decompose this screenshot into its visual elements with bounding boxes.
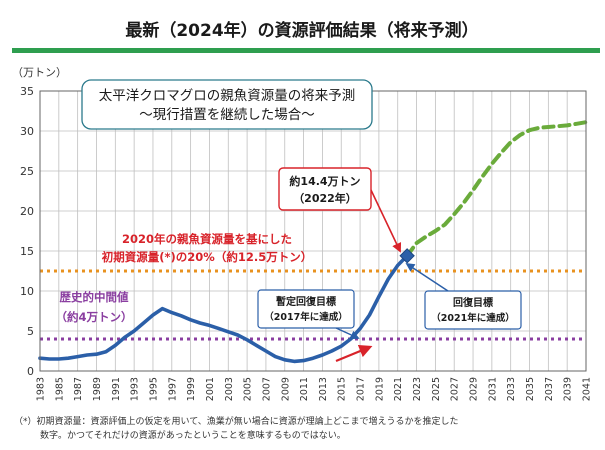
title-underline <box>12 48 600 53</box>
initial-stock-label-1: 2020年の親魚資源量を基にした <box>122 232 292 246</box>
y-axis-unit: （万トン） <box>12 66 67 79</box>
reference-lines <box>40 269 586 341</box>
recovery-target-arrow <box>405 263 449 292</box>
x-tick-label: 2025 <box>431 377 442 401</box>
recovery-target-label-2: （2021年に達成） <box>431 312 514 324</box>
x-tick-labels: 1983 1985 1987 1989 1991 1993 1995 1997 1999 2001… <box>36 377 593 401</box>
x-tick-label: 2021 <box>393 377 404 401</box>
peak-annotation-box <box>278 167 372 211</box>
peak-annotation-arrow <box>370 189 402 253</box>
x-tick-label: 1995 <box>148 377 159 401</box>
x-tick-label: 2033 <box>506 377 517 401</box>
hist-median-label-1: 歴史的中間値 <box>60 290 129 304</box>
y-tick-label: 25 <box>20 165 34 178</box>
x-tick-label: 2013 <box>318 377 329 401</box>
x-tick-label: 2029 <box>469 377 480 401</box>
x-tick-label: 2023 <box>412 377 423 401</box>
x-tick-label: 2037 <box>544 377 555 401</box>
interim-target-arrow <box>335 327 360 340</box>
y-tick-label: 0 <box>27 365 34 378</box>
projection-series-line <box>405 120 588 258</box>
x-tick-label: 1997 <box>167 377 178 401</box>
x-tick-label: 2027 <box>450 377 461 401</box>
x-tick-label: 1985 <box>54 377 65 401</box>
callout-line-2: ～現行措置を継続した場合～ <box>139 107 315 123</box>
x-tick-label: 2041 <box>582 377 593 401</box>
observed-series-line <box>38 254 409 364</box>
y-tick-label: 15 <box>20 245 34 258</box>
interim-target-box <box>257 289 355 329</box>
x-tick-label: 2017 <box>356 377 367 401</box>
x-tick-label: 2009 <box>280 377 291 401</box>
peak-marker <box>399 248 415 264</box>
x-tick-label: 1989 <box>92 377 103 401</box>
x-tick-label: 2005 <box>243 377 254 401</box>
x-tick-label: 2007 <box>261 377 272 401</box>
initial-stock-label-2: 初期資源量(*)の20%（約12.5万トン） <box>102 250 312 264</box>
x-tick-label: 1983 <box>36 377 47 401</box>
x-tick-label: 1987 <box>73 377 84 401</box>
y-tick-label: 20 <box>20 205 34 218</box>
recovery-target-label-1: 回復目標 <box>453 296 493 309</box>
interim-target-label-2: （2017年に達成） <box>264 311 347 323</box>
hist-median-label-2: （約4万トン） <box>55 310 132 324</box>
x-tick-label: 2031 <box>487 377 498 401</box>
y-tick-label: 35 <box>20 85 34 98</box>
x-tick-label: 1991 <box>111 377 122 401</box>
interim-highlight-arrow <box>335 344 373 363</box>
peak-label-value: 約14.4万トン <box>289 174 360 188</box>
recovery-target-box <box>424 290 522 330</box>
interim-target-label-1: 暫定回復目標 <box>276 295 336 308</box>
y-tick-label: 30 <box>20 125 34 138</box>
x-tick-label: 2039 <box>563 377 574 401</box>
y-tick-labels: 0 5 10 15 20 25 30 35 <box>20 85 34 378</box>
x-tick-label: 2015 <box>337 377 348 401</box>
x-tick-label: 2019 <box>374 377 385 401</box>
series-group <box>38 120 588 364</box>
page-title: 最新（2024年）の資源評価結果（将来予測） <box>125 20 478 41</box>
footnote-line-2: 数字。かつてそれだけの資源があったということを意味するものではない。 <box>40 429 346 441</box>
x-tick-label: 1999 <box>186 377 197 401</box>
x-tick-label: 2001 <box>205 377 216 401</box>
peak-label-year: （2022年） <box>293 191 357 205</box>
callout-line-1: 太平洋クロマグロの親魚資源量の将来予測 <box>99 88 356 104</box>
y-tick-label: 10 <box>20 285 34 298</box>
x-tick-label: 2035 <box>525 377 536 401</box>
x-tick-label: 2003 <box>224 377 235 401</box>
y-tick-label: 5 <box>27 325 34 338</box>
x-tick-label: 2011 <box>299 377 310 401</box>
x-tick-label: 1993 <box>130 377 141 401</box>
callout-box <box>81 79 373 130</box>
footnote-line-1: （*）初期資源量：資源評価上の仮定を用いて、漁業が無い場合に資源が理論上どこまで… <box>14 415 459 427</box>
